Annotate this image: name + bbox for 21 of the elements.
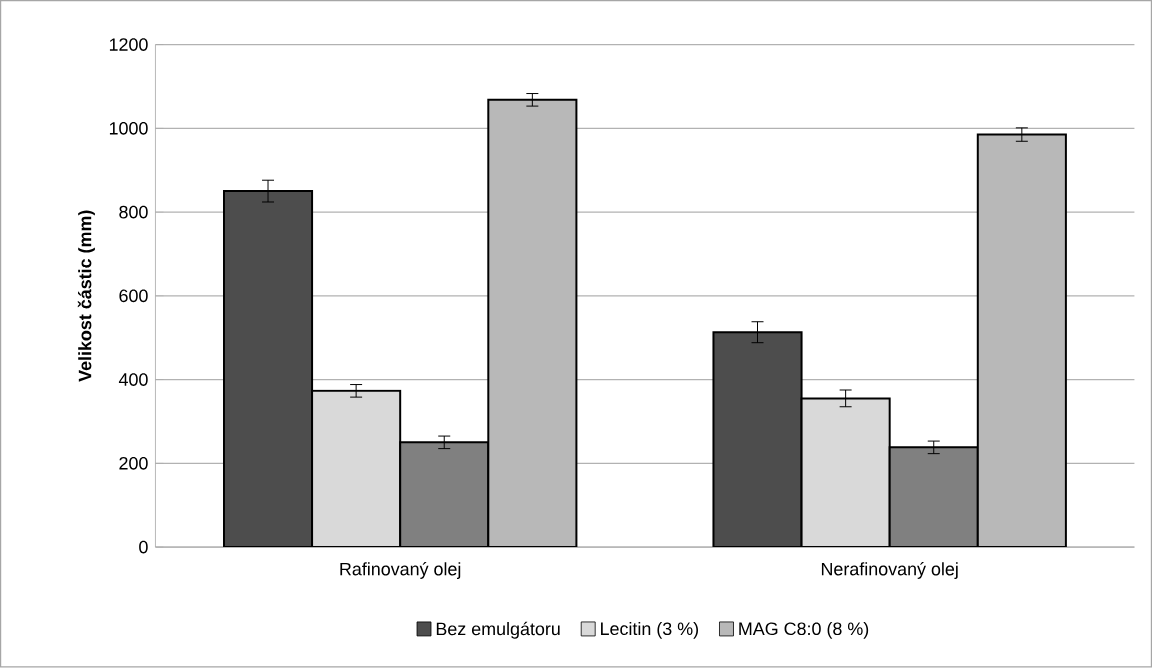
bar: [222, 190, 314, 548]
y-tick-label: 200: [119, 457, 148, 470]
bar: [487, 99, 578, 548]
x-tick-label: Rafinovaný olej: [340, 562, 461, 580]
y-axis-title: Velikost částic (mm): [77, 210, 95, 383]
x-tick-label: Nerafinovaný olej: [821, 562, 958, 580]
legend-label: Lecitin (3 %): [601, 622, 699, 639]
y-tick-label: 600: [119, 289, 148, 303]
bar: [311, 390, 402, 548]
bar: [399, 441, 490, 548]
y-tick-label: 1000: [109, 122, 148, 135]
y-tick-label: 400: [118, 373, 148, 387]
bar: [800, 397, 891, 548]
legend-label: MAG C8:0 (8 %): [739, 622, 869, 639]
bar: [976, 133, 1067, 548]
y-tick-label: 0: [139, 540, 148, 554]
bar: [888, 446, 979, 548]
y-tick-label: 1200: [109, 38, 148, 52]
bar: [712, 331, 803, 548]
y-tick-label: 800: [119, 205, 148, 219]
legend-label: Bez emulgátoru: [436, 622, 560, 639]
